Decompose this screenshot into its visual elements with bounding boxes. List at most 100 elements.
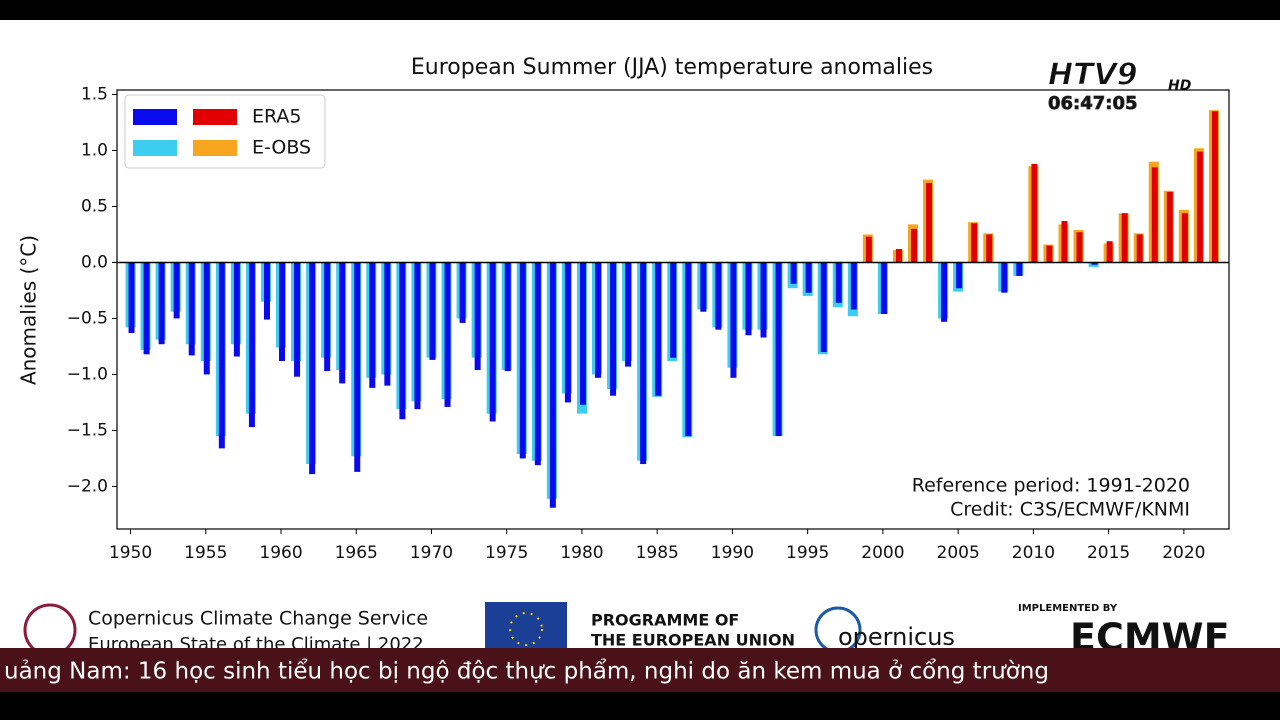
bar (489, 262, 496, 422)
bar (1061, 221, 1068, 263)
bar (1001, 262, 1008, 293)
bar (579, 262, 586, 405)
bar (1166, 191, 1173, 263)
y-tick-label: −1.5 (67, 420, 108, 440)
bar (911, 228, 918, 263)
bar (324, 262, 331, 372)
legend: ERA5 E-OBS (133, 106, 311, 159)
bar (459, 262, 466, 323)
bar (339, 262, 346, 384)
legend-swatch (133, 140, 177, 156)
bar (474, 262, 481, 370)
ticker-bar (0, 648, 1280, 692)
bar (173, 262, 180, 319)
y-tick-label: −0.5 (67, 308, 108, 328)
c3s-logo (23, 603, 77, 657)
y-tick-label: −1.0 (67, 364, 108, 384)
x-tick-label: 1985 (636, 543, 679, 563)
letterbox-bottom (0, 692, 1280, 720)
y-tick-label: 0.5 (81, 196, 108, 216)
bar (835, 262, 842, 303)
x-tick-label: 2010 (1012, 543, 1055, 563)
channel-hd: HD (1168, 78, 1191, 94)
eu-text: THE EUROPEAN UNION (591, 631, 795, 650)
y-tick-label: 0.0 (81, 252, 108, 272)
bar (685, 262, 692, 437)
legend-swatch (193, 140, 237, 156)
bar (1091, 262, 1098, 265)
bar (971, 223, 978, 263)
bar (128, 262, 135, 334)
bar (1106, 241, 1113, 263)
x-tick-label: 2005 (937, 543, 980, 563)
bar (1136, 234, 1143, 263)
bar (294, 262, 301, 377)
bar (429, 262, 436, 360)
x-tick-label: 1980 (560, 543, 603, 563)
bar (880, 262, 887, 314)
bar (640, 262, 647, 465)
bar (354, 262, 361, 472)
bar (610, 262, 617, 396)
bar (1121, 213, 1128, 263)
implemented-by: IMPLEMENTED BY (1018, 603, 1118, 614)
annotation: Reference period: 1991-2020 (912, 475, 1190, 497)
bar (1016, 262, 1023, 276)
x-tick-label: 1955 (184, 543, 227, 563)
bar (941, 262, 948, 322)
channel-logo: HTV9 HD 06:47:05 (1048, 57, 1192, 114)
bar (519, 262, 526, 459)
bar (1196, 151, 1203, 263)
bar (263, 262, 270, 320)
y-tick-label: 1.5 (81, 84, 108, 104)
bar (775, 262, 782, 437)
bar (309, 262, 316, 475)
bar (1181, 213, 1188, 263)
x-tick-label: 1950 (109, 543, 152, 563)
bar (248, 262, 255, 428)
bar (534, 262, 541, 466)
plot-area: −2.0 −1.5 −1.0 −0.5 0.0 0.5 1.0 1.5 1950 1955 1960… (67, 84, 1230, 563)
bar (865, 236, 872, 263)
annotation: Credit: C3S/ECMWF/KNMI (950, 499, 1190, 521)
bar (986, 234, 993, 263)
letterbox-top (0, 0, 1280, 20)
bar (218, 262, 225, 449)
eu-stars (509, 612, 543, 646)
bar (233, 262, 240, 357)
bar (188, 262, 195, 356)
copernicus-text: opernicus (838, 623, 955, 651)
legend-label: ERA5 (252, 106, 302, 128)
bar (805, 262, 812, 293)
bar (549, 262, 556, 508)
bar (625, 262, 632, 367)
c3s-title: Copernicus Climate Change Service (88, 608, 428, 630)
bar (595, 262, 602, 378)
legend-swatch (133, 109, 177, 125)
y-axis-label: Anomalies (°C) (17, 235, 41, 385)
bar (414, 262, 421, 410)
bar (203, 262, 210, 375)
bar (1076, 232, 1083, 263)
ticker-text: uảng Nam: 16 học sinh tiểu học bị ngộ độ… (4, 659, 1049, 685)
x-tick-label: 1975 (485, 543, 528, 563)
x-tick-label: 1995 (786, 543, 829, 563)
bar (504, 262, 511, 372)
bar (850, 262, 857, 310)
bar (279, 262, 286, 362)
legend-label: E-OBS (252, 137, 311, 159)
x-tick-label: 2020 (1162, 543, 1205, 563)
bar (715, 262, 722, 330)
clock: 06:47:05 (1048, 93, 1138, 114)
bar (655, 262, 662, 396)
channel-name: HTV9 (1048, 58, 1138, 93)
y-tick-label: 1.0 (81, 140, 108, 160)
bar (926, 182, 933, 263)
bar (790, 262, 797, 284)
bar (1031, 163, 1038, 263)
bar (956, 262, 963, 289)
bar (444, 262, 451, 407)
chart-title: European Summer (JJA) temperature anomal… (411, 55, 933, 80)
bar (143, 262, 150, 355)
bar (1151, 167, 1158, 263)
